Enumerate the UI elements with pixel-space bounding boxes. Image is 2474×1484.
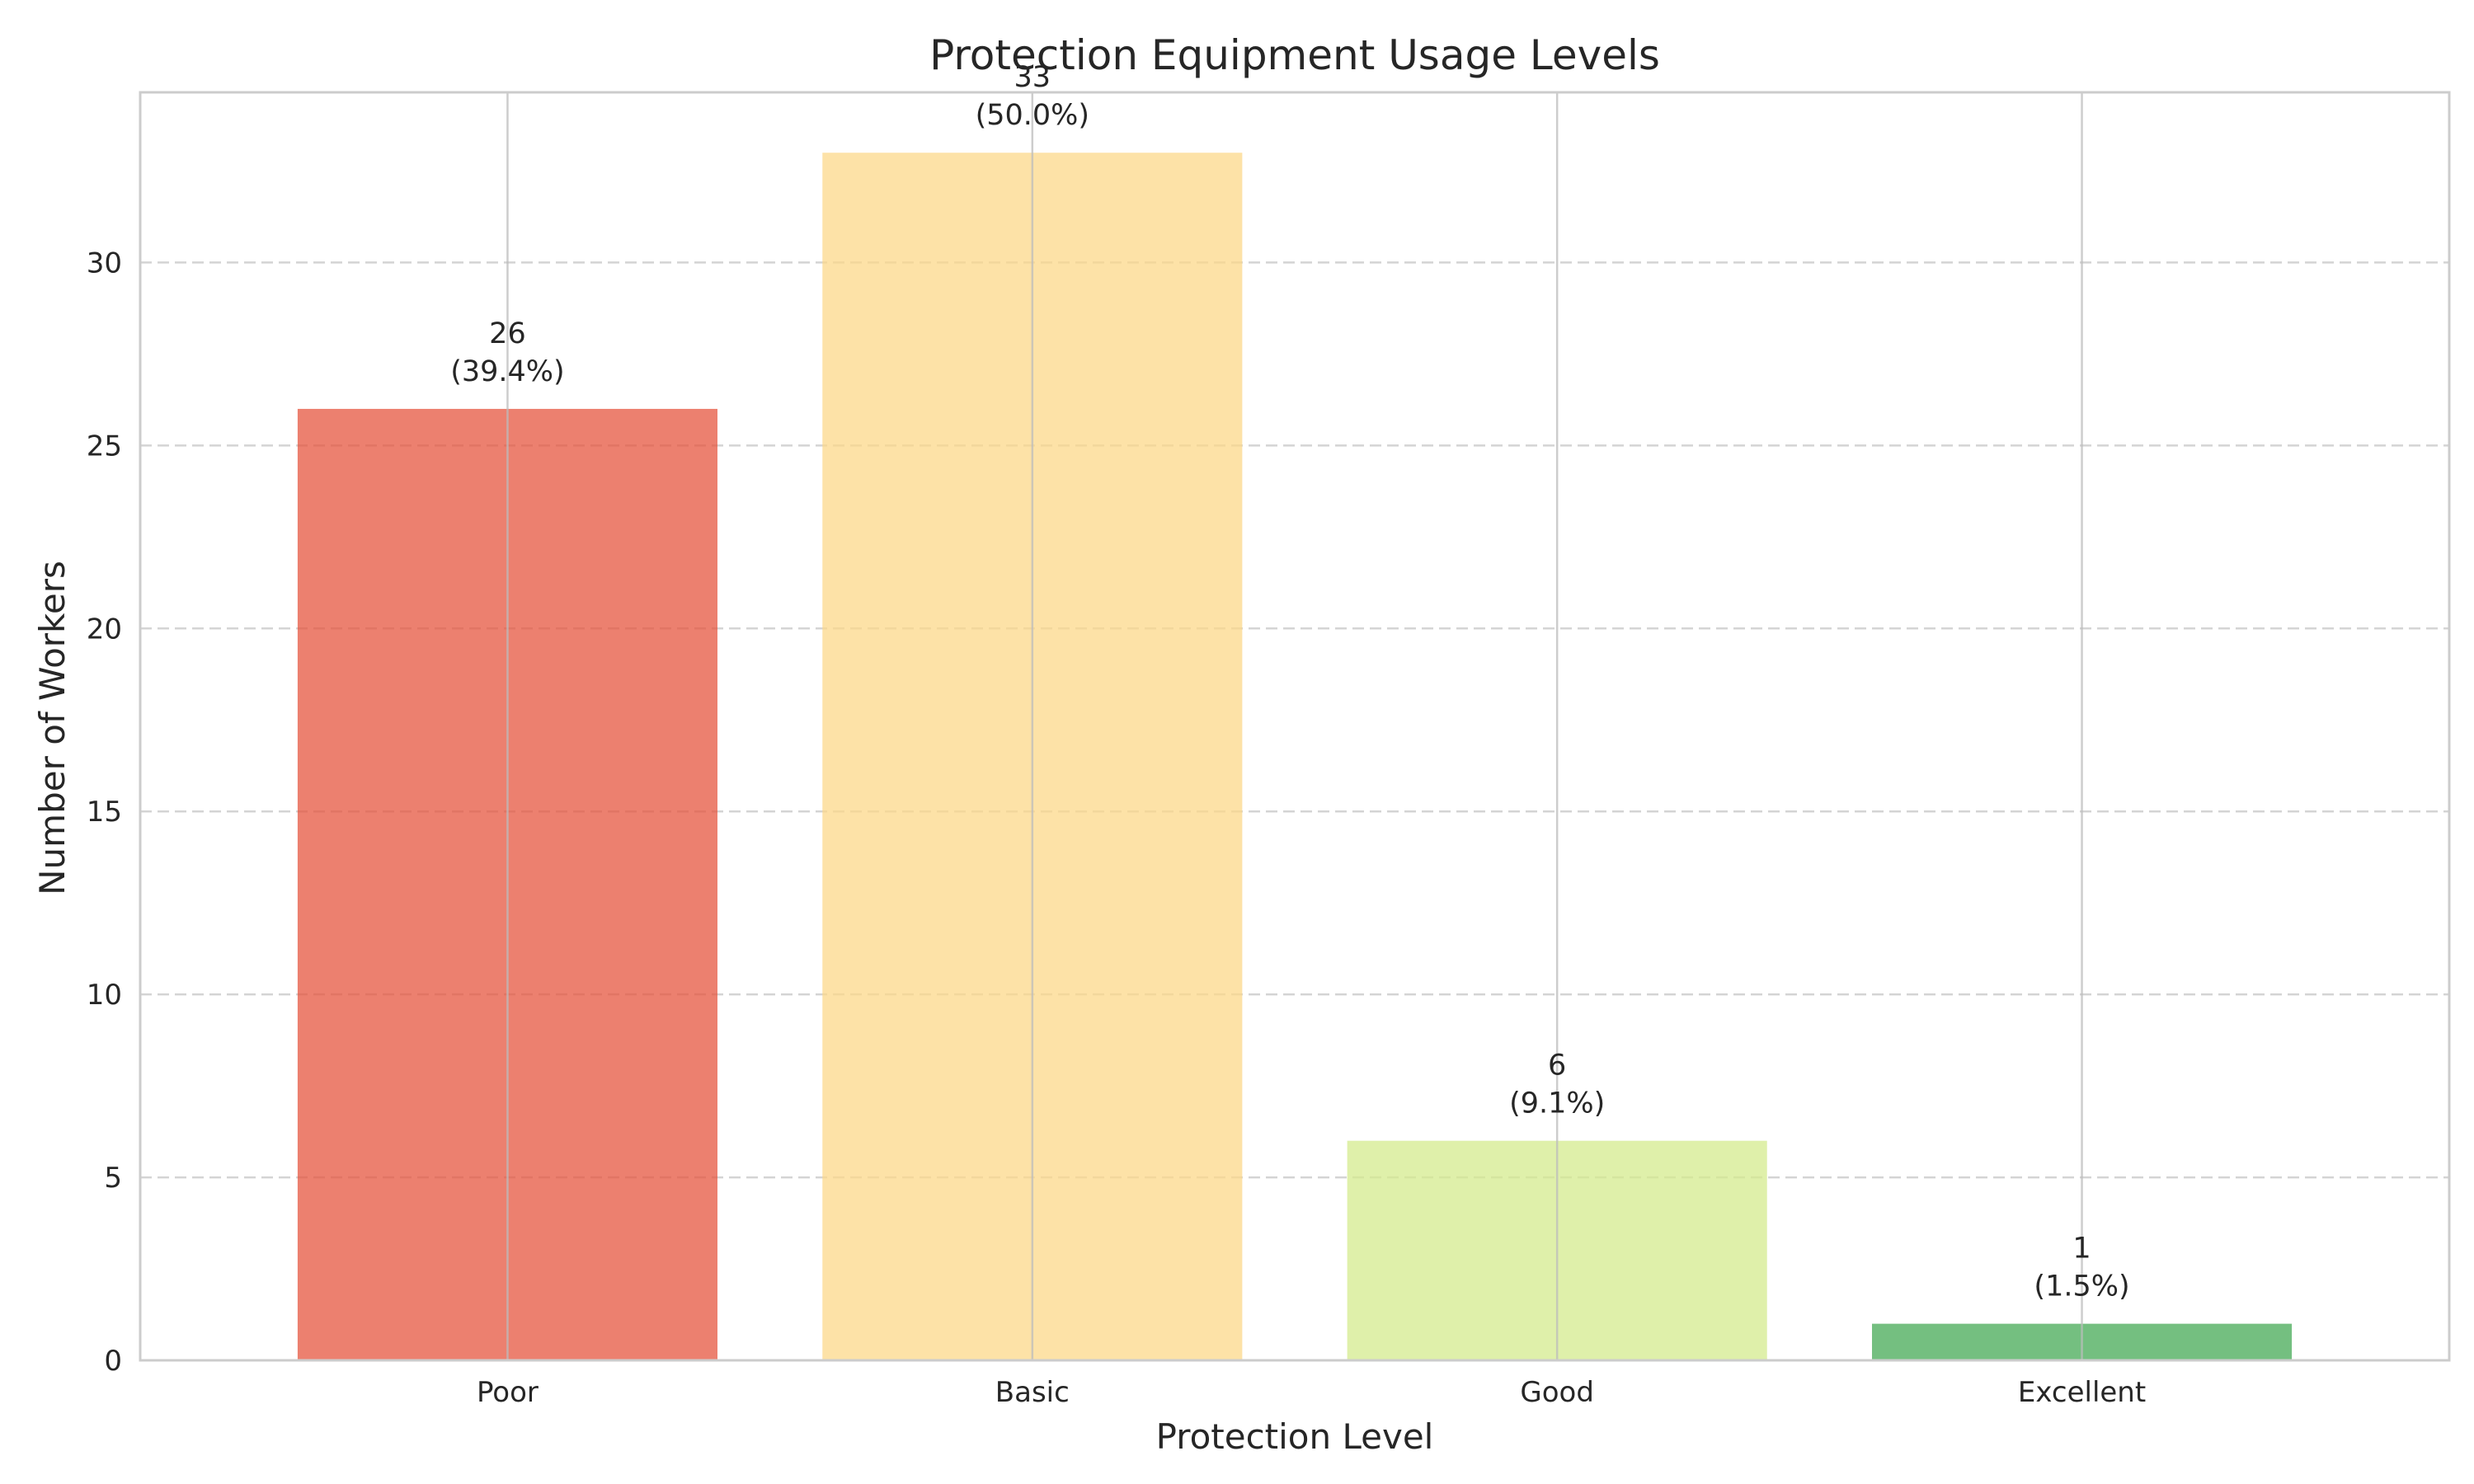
x-tick-label: Basic: [995, 1376, 1070, 1409]
plot-frame: [139, 91, 2451, 1362]
y-axis-ticks: 0 5 10 15 20 25 30: [87, 247, 122, 1378]
x-axis-label: Protection Level: [1156, 1416, 1434, 1457]
bar-value-label: 33: [1014, 61, 1051, 94]
y-tick-label: 20: [87, 613, 122, 646]
y-tick-label: 10: [87, 979, 122, 1012]
bar-value-labels: 26 (39.4%) 33 (50.0%) 6 (9.1%) 1 (1.5%): [450, 61, 2129, 1303]
y-axis-label: Number of Workers: [32, 561, 73, 895]
bar-percent-label: (1.5%): [2034, 1270, 2129, 1303]
bar-percent-label: (39.4%): [450, 355, 565, 388]
x-grid-lines: [506, 92, 2083, 1360]
bar-percent-label: (9.1%): [1509, 1087, 1605, 1120]
y-tick-label: 25: [87, 430, 122, 463]
y-tick-label: 15: [87, 796, 122, 829]
x-tick-label: Poor: [477, 1376, 539, 1409]
y-tick-label: 5: [104, 1162, 122, 1195]
x-axis-ticks: Poor Basic Good Excellent: [477, 1376, 2146, 1409]
x-tick-label: Excellent: [2018, 1376, 2146, 1409]
y-tick-label: 30: [87, 247, 122, 279]
bar-value-label: 6: [1548, 1050, 1566, 1082]
chart-title: Protection Equipment Usage Levels: [929, 31, 1660, 79]
bar-value-label: 1: [2072, 1233, 2091, 1266]
bar-value-label: 26: [489, 317, 526, 350]
x-tick-label: Good: [1520, 1376, 1594, 1409]
bar-percent-label: (50.0%): [976, 99, 1090, 132]
y-tick-label: 0: [104, 1345, 122, 1378]
